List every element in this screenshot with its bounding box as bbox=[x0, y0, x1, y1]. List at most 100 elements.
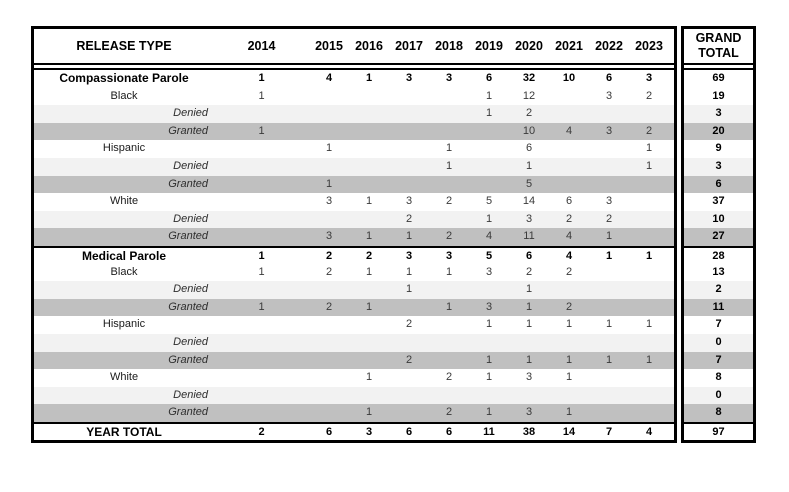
table-row: Granted 1 10 4 3 2 bbox=[34, 122, 674, 141]
table-row: Medical Parole 1 2 2 3 3 5 6 4 1 1 bbox=[34, 245, 674, 264]
totals-body: 69 19 3 20 9 3 6 37 10 27 28 13 2 11 7 0 7 8 0 8 97 bbox=[684, 70, 753, 439]
year-value bbox=[309, 334, 349, 352]
year-value: 3 bbox=[605, 124, 613, 137]
row-spacer bbox=[669, 352, 674, 370]
table-row: Hispanic 2 1 1 1 1 1 bbox=[34, 316, 674, 334]
table-row: Denied 2 1 3 2 2 bbox=[34, 210, 674, 229]
table-row: White 1 2 1 3 1 bbox=[34, 369, 674, 387]
column-header-year: 2019 bbox=[475, 39, 503, 53]
year-value: 1 bbox=[405, 265, 413, 278]
year-value: 1 bbox=[365, 406, 373, 419]
table-row: Black 1 2 1 1 1 3 2 2 bbox=[34, 264, 674, 282]
year-value: 2 bbox=[445, 195, 453, 208]
year-value bbox=[349, 387, 389, 405]
year-value bbox=[629, 264, 669, 282]
column-header-year: 2017 bbox=[395, 39, 423, 53]
parole-release-table: RELEASE TYPE 2014 2015 2016 2017 2018 2019 202… bbox=[31, 26, 677, 443]
year-value bbox=[214, 193, 309, 211]
year-value: 2 bbox=[645, 89, 653, 102]
grand-total-value: 8 bbox=[715, 371, 722, 384]
year-value: 3 bbox=[325, 195, 333, 208]
year-value: 1 bbox=[645, 159, 653, 172]
table-row: Denied 1 1 bbox=[34, 281, 674, 299]
year-value: 1 bbox=[605, 318, 613, 331]
year-value: 6 bbox=[445, 425, 453, 438]
grand-total-column: GRAND TOTAL 69 19 3 20 9 3 6 37 10 27 28 13 2 11 7 0 7 8 0… bbox=[681, 26, 756, 443]
year-value: 3 bbox=[525, 212, 533, 225]
row-spacer bbox=[669, 140, 674, 158]
year-value bbox=[549, 176, 589, 194]
year-value bbox=[349, 334, 389, 352]
year-value bbox=[549, 140, 589, 158]
year-value: 6 bbox=[325, 425, 333, 438]
year-value: 1 bbox=[365, 300, 373, 313]
year-value: 2 bbox=[445, 406, 453, 419]
year-value: 1 bbox=[525, 300, 533, 313]
year-value: 1 bbox=[525, 353, 533, 366]
year-value: 6 bbox=[605, 72, 613, 84]
year-value bbox=[469, 387, 509, 405]
year-value bbox=[389, 404, 429, 422]
year-value: 1 bbox=[258, 265, 265, 278]
year-value bbox=[214, 369, 309, 387]
grand-total-value: 10 bbox=[684, 210, 753, 229]
year-value bbox=[309, 281, 349, 299]
row-label: Granted bbox=[168, 300, 208, 313]
year-value bbox=[429, 281, 469, 299]
row-label: Denied bbox=[173, 212, 208, 225]
year-value: 1 bbox=[365, 72, 373, 84]
row-label: Denied bbox=[173, 335, 208, 348]
table-row: Black 1 1 12 3 2 bbox=[34, 88, 674, 106]
year-value: 1 bbox=[365, 195, 373, 208]
grand-total-value: 19 bbox=[712, 89, 725, 102]
year-value bbox=[389, 140, 429, 158]
year-value bbox=[349, 281, 389, 299]
grand-total-value: 11 bbox=[684, 298, 753, 317]
table-row: Denied 1 1 1 bbox=[34, 157, 674, 176]
year-value bbox=[469, 140, 509, 158]
grand-total-value: 3 bbox=[684, 105, 753, 123]
year-value: 1 bbox=[565, 353, 573, 366]
year-value bbox=[589, 299, 629, 317]
year-value bbox=[629, 281, 669, 299]
year-value: 1 bbox=[485, 107, 493, 120]
year-value bbox=[309, 123, 349, 141]
year-value: 2 bbox=[258, 425, 265, 438]
grand-total-value: 8 bbox=[684, 404, 753, 422]
year-value: 3 bbox=[525, 406, 533, 419]
year-value bbox=[469, 281, 509, 299]
year-value bbox=[469, 123, 509, 141]
year-value: 1 bbox=[645, 249, 653, 262]
year-value: 6 bbox=[525, 142, 533, 155]
year-value bbox=[589, 281, 629, 299]
year-value bbox=[349, 316, 389, 334]
row-label: Hispanic bbox=[102, 142, 146, 155]
year-value: 32 bbox=[522, 72, 536, 84]
year-value bbox=[349, 123, 389, 141]
year-value: 3 bbox=[645, 72, 653, 84]
row-spacer bbox=[669, 369, 674, 387]
row-label: Denied bbox=[173, 388, 208, 401]
year-value: 1 bbox=[485, 406, 493, 419]
grand-total-header-line2: TOTAL bbox=[698, 46, 739, 60]
column-header-release-type: RELEASE TYPE bbox=[76, 39, 172, 53]
grand-total-header-divider bbox=[684, 63, 753, 70]
year-value: 3 bbox=[325, 230, 333, 243]
year-value bbox=[429, 211, 469, 229]
year-value bbox=[309, 387, 349, 405]
year-value bbox=[429, 352, 469, 370]
row-spacer bbox=[669, 299, 674, 317]
year-value: 11 bbox=[483, 425, 495, 438]
year-value: 1 bbox=[258, 72, 265, 84]
year-value bbox=[429, 176, 469, 194]
row-spacer bbox=[669, 158, 674, 176]
year-value: 1 bbox=[445, 265, 453, 278]
year-value bbox=[349, 211, 389, 229]
year-value bbox=[389, 176, 429, 194]
year-value: 4 bbox=[565, 249, 573, 262]
grand-total-value: 37 bbox=[712, 195, 725, 208]
year-value bbox=[389, 158, 429, 176]
year-value bbox=[214, 352, 309, 370]
table-row: Compassionate Parole 1 4 1 3 3 6 32 10 6 3 bbox=[34, 70, 674, 88]
